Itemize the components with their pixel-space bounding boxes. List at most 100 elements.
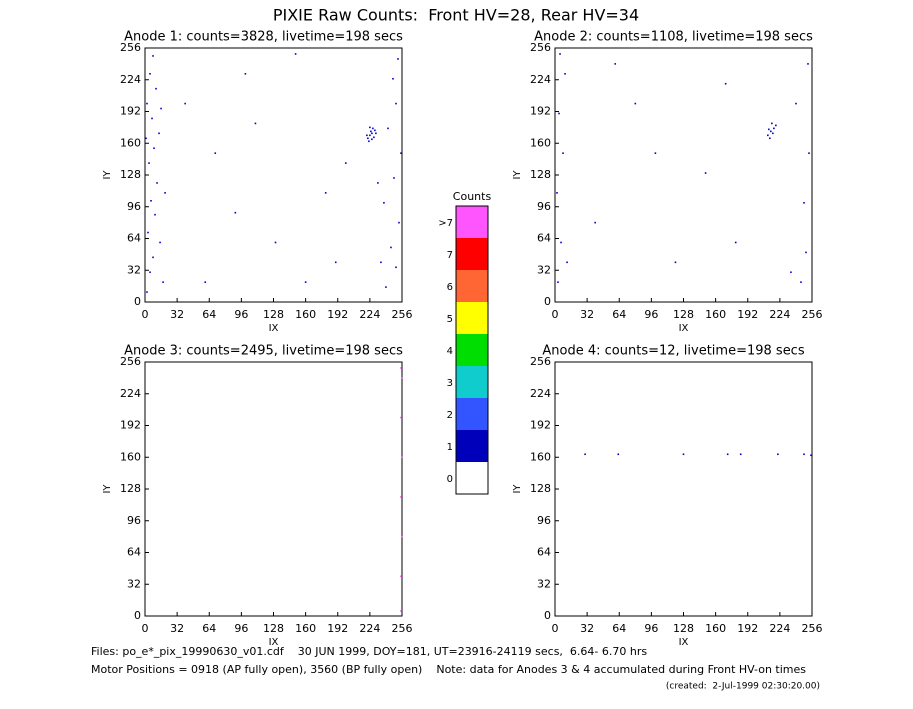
x-tick-label: 256: [802, 622, 823, 635]
y-tick-label: 128: [530, 482, 551, 495]
x-axis-label: IX: [269, 637, 279, 648]
count-point: [560, 241, 562, 244]
count-point: [204, 281, 207, 283]
count-point: [154, 213, 156, 216]
count-point: [617, 453, 620, 456]
count-point: [162, 281, 164, 283]
colorbar-label: 6: [447, 282, 453, 293]
y-tick-label: 160: [120, 136, 141, 149]
footer-line: (created: 2-Jul-1999 02:30:20.00): [666, 682, 820, 692]
x-tick-label: 64: [202, 622, 216, 635]
count-point: [344, 162, 347, 164]
count-point: [145, 137, 147, 140]
x-tick-label: 192: [737, 622, 758, 635]
y-tick-label: 224: [530, 387, 551, 400]
y-tick-label: 128: [120, 482, 141, 495]
x-tick-label: 0: [552, 308, 559, 321]
x-tick-label: 64: [612, 622, 626, 635]
count-point: [214, 152, 217, 154]
count-point: [401, 456, 403, 459]
count-point: [594, 221, 596, 224]
count-point: [151, 117, 153, 120]
y-tick-label: 0: [544, 295, 551, 308]
count-point: [374, 129, 376, 132]
count-point: [370, 130, 372, 133]
count-point: [682, 453, 685, 456]
count-point: [767, 134, 769, 137]
count-point: [369, 134, 371, 137]
count-point: [775, 124, 777, 127]
colorbar-swatch: [456, 238, 488, 270]
count-point: [234, 211, 237, 214]
colorbar-swatch: [456, 462, 488, 494]
x-tick-label: 256: [802, 308, 823, 321]
y-tick-label: 192: [530, 419, 551, 432]
x-axis-label: IX: [269, 323, 279, 334]
y-tick-label: 256: [530, 355, 551, 368]
count-point: [390, 246, 392, 249]
count-point: [371, 132, 373, 135]
count-point: [400, 610, 402, 612]
count-point: [400, 416, 402, 419]
count-point: [153, 147, 155, 150]
count-point: [375, 132, 377, 135]
x-tick-label: 224: [769, 622, 790, 635]
x-tick-label: 96: [234, 308, 248, 321]
x-tick-label: 224: [359, 308, 380, 321]
count-point: [392, 77, 394, 80]
x-tick-label: 0: [142, 308, 149, 321]
footer-line: Files: po_e*_pix_19990630_v01.cdf 30 JUN…: [91, 645, 647, 658]
count-point: [401, 377, 403, 379]
x-tick-label: 0: [142, 622, 149, 635]
count-point: [400, 496, 402, 498]
count-point: [156, 182, 158, 184]
count-point: [148, 162, 150, 164]
count-point: [808, 152, 810, 154]
colorbar-label: 3: [447, 378, 453, 389]
x-tick-label: 224: [359, 622, 380, 635]
count-point: [369, 126, 371, 129]
count-point: [704, 172, 707, 174]
y-axis-label: IY: [102, 170, 113, 180]
x-tick-label: 192: [327, 308, 348, 321]
y-tick-label: 0: [134, 295, 141, 308]
x-tick-label: 128: [263, 622, 284, 635]
count-point: [734, 241, 737, 244]
count-point: [805, 251, 807, 254]
count-point: [562, 152, 564, 154]
count-point: [795, 102, 797, 105]
count-point: [803, 201, 805, 204]
count-point: [324, 192, 327, 194]
colorbar-label: 7: [447, 250, 453, 261]
y-tick-label: 96: [537, 514, 551, 527]
page-title: PIXIE Raw Counts: Front HV=28, Rear HV=3…: [273, 6, 639, 25]
x-tick-label: 224: [769, 308, 790, 321]
colorbar-label: 1: [447, 442, 453, 453]
x-tick-label: 128: [673, 308, 694, 321]
count-point: [810, 454, 812, 457]
y-axis-label: IY: [102, 484, 113, 494]
count-point: [803, 453, 805, 456]
count-point: [385, 286, 387, 288]
count-point: [393, 177, 395, 179]
count-point: [366, 134, 368, 137]
y-axis-label: IY: [512, 484, 523, 494]
count-point: [556, 192, 558, 194]
y-tick-label: 64: [537, 232, 551, 245]
x-axis-label: IX: [679, 323, 689, 334]
y-tick-label: 32: [537, 263, 551, 276]
count-point: [654, 152, 657, 154]
count-point: [160, 107, 162, 110]
count-point: [334, 261, 337, 264]
count-point: [184, 102, 186, 105]
count-point: [559, 53, 561, 55]
x-tick-label: 192: [737, 308, 758, 321]
x-tick-label: 256: [392, 622, 413, 635]
y-tick-label: 160: [530, 450, 551, 463]
y-axis-label: IY: [512, 170, 523, 180]
count-point: [149, 72, 151, 75]
count-point: [146, 291, 148, 293]
y-tick-label: 160: [530, 136, 551, 149]
colorbar-label: 5: [447, 314, 453, 325]
x-tick-label: 128: [673, 622, 694, 635]
